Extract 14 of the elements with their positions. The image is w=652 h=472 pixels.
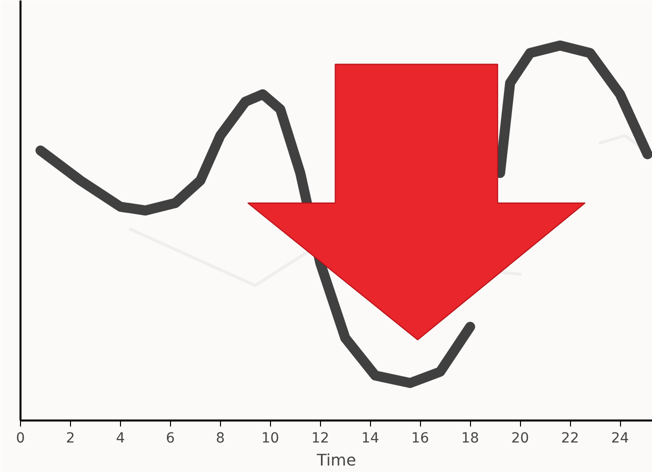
x-tick-label: 4 bbox=[116, 430, 125, 446]
x-tick-label: 12 bbox=[311, 430, 330, 446]
x-tick-label: 24 bbox=[611, 430, 630, 446]
x-tick-label: 20 bbox=[511, 430, 530, 446]
x-tick-label: 8 bbox=[216, 430, 225, 446]
x-axis-title: Time bbox=[316, 450, 356, 470]
x-tick-label: 22 bbox=[561, 430, 579, 446]
x-tick-label: 14 bbox=[361, 430, 380, 446]
x-tick-label: 6 bbox=[166, 430, 175, 446]
x-tick-label: 2 bbox=[66, 430, 75, 446]
x-tick-label: 18 bbox=[461, 430, 480, 446]
x-tick-label: 16 bbox=[411, 430, 430, 446]
x-tick-label: 0 bbox=[16, 430, 25, 446]
x-tick-label: 10 bbox=[261, 430, 280, 446]
